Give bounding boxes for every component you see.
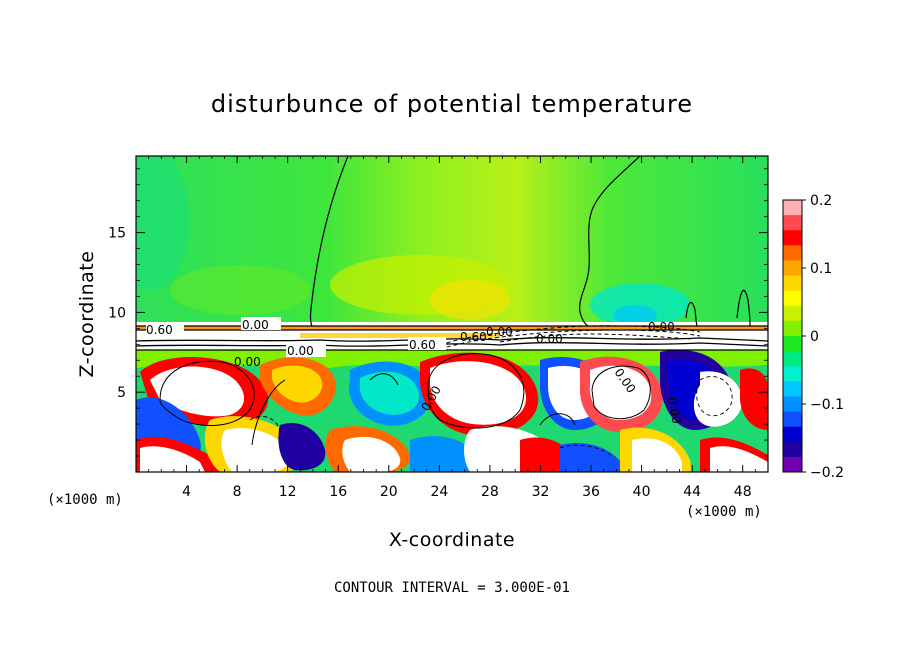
colorbar-swatch xyxy=(783,396,802,413)
x-tick-label: 20 xyxy=(380,484,398,500)
contour-label: 0.00 xyxy=(242,318,269,332)
lower-dashed-contours xyxy=(249,376,733,457)
x-tick-label: 44 xyxy=(683,484,701,500)
colorbar xyxy=(783,200,802,473)
band-dashed-contours xyxy=(439,325,701,350)
x-tick-label: 48 xyxy=(734,484,752,500)
x-tick-label: 40 xyxy=(633,484,651,500)
x-tick-label: 4 xyxy=(182,484,191,500)
contour-label: 0.60 xyxy=(460,330,487,344)
colorbar-swatch xyxy=(783,230,802,246)
y-axis-label: Z-coordinate xyxy=(76,251,98,378)
colorbar-swatch xyxy=(783,426,802,443)
colorbar-swatch xyxy=(783,456,802,473)
colorbar-swatch xyxy=(783,381,802,397)
colorbar-tick-label: 0.1 xyxy=(810,261,832,277)
contour-interval-note: CONTOUR INTERVAL = 3.000E-01 xyxy=(334,580,570,596)
colorbar-tick-label: 0 xyxy=(810,329,819,345)
x-axis-label: X-coordinate xyxy=(389,529,515,551)
colorbar-swatch xyxy=(783,351,802,367)
colorbar-swatch xyxy=(783,275,802,292)
colorbar-swatch xyxy=(783,215,802,231)
y-tick-label: 10 xyxy=(108,305,126,321)
colorbar-swatch xyxy=(783,200,802,216)
contour-label: 0.00 xyxy=(234,355,261,369)
x-axis: 4 8 12 16 20 24 28 32 36 40 44 48 xyxy=(148,156,756,500)
y-axis: 5 10 15 xyxy=(108,168,768,457)
colorbar-swatch xyxy=(783,411,802,428)
x-unit-label: (×1000 m) xyxy=(686,504,762,520)
contour-lines xyxy=(309,156,751,327)
field-plot: 0.60 0.00 0.00 0.00 0.60 0.60 0.00 0.00 … xyxy=(136,156,768,472)
chart-title: disturbunce of potential temperature xyxy=(211,90,693,118)
contour-label: 0.00 xyxy=(648,320,675,334)
colorbar-tick-label: 0.2 xyxy=(810,193,832,209)
contour-label: 0.60 xyxy=(146,323,173,337)
y-tick-label: 5 xyxy=(117,385,126,401)
colorbar-swatch xyxy=(783,245,802,261)
colorbar-swatch xyxy=(783,441,802,458)
x-tick-label: 36 xyxy=(582,484,600,500)
colorbar-tick-label: −0.1 xyxy=(810,397,844,413)
colorbar-swatch xyxy=(783,290,802,307)
contour-label: 0.60 xyxy=(409,338,436,352)
colorbar-tick-label: −0.2 xyxy=(810,465,844,481)
colorbar-swatch xyxy=(783,320,802,337)
contour-label: 0.00 xyxy=(665,396,683,425)
x-tick-label: 32 xyxy=(532,484,550,500)
y-tick-label: 15 xyxy=(108,226,126,242)
colorbar-swatch xyxy=(783,305,802,322)
turbulent-field xyxy=(136,350,768,472)
contour-label: 0.00 xyxy=(486,325,513,339)
x-tick-label: 28 xyxy=(481,484,499,500)
x-tick-label: 12 xyxy=(279,484,297,500)
colorbar-swatch xyxy=(783,366,802,382)
colorbar-swatch xyxy=(783,260,802,277)
x-tick-label: 8 xyxy=(233,484,242,500)
colorbar-swatch xyxy=(783,336,802,352)
x-tick-label: 24 xyxy=(430,484,448,500)
contour-label: 0.00 xyxy=(287,344,314,358)
contour-label: 0.00 xyxy=(536,332,563,346)
lower-contours xyxy=(159,353,651,446)
colorbar-ticks: 0.2 0.1 0 −0.1 −0.2 xyxy=(802,193,844,481)
z-unit-label: (×1000 m) xyxy=(47,492,123,508)
x-tick-label: 16 xyxy=(329,484,347,500)
